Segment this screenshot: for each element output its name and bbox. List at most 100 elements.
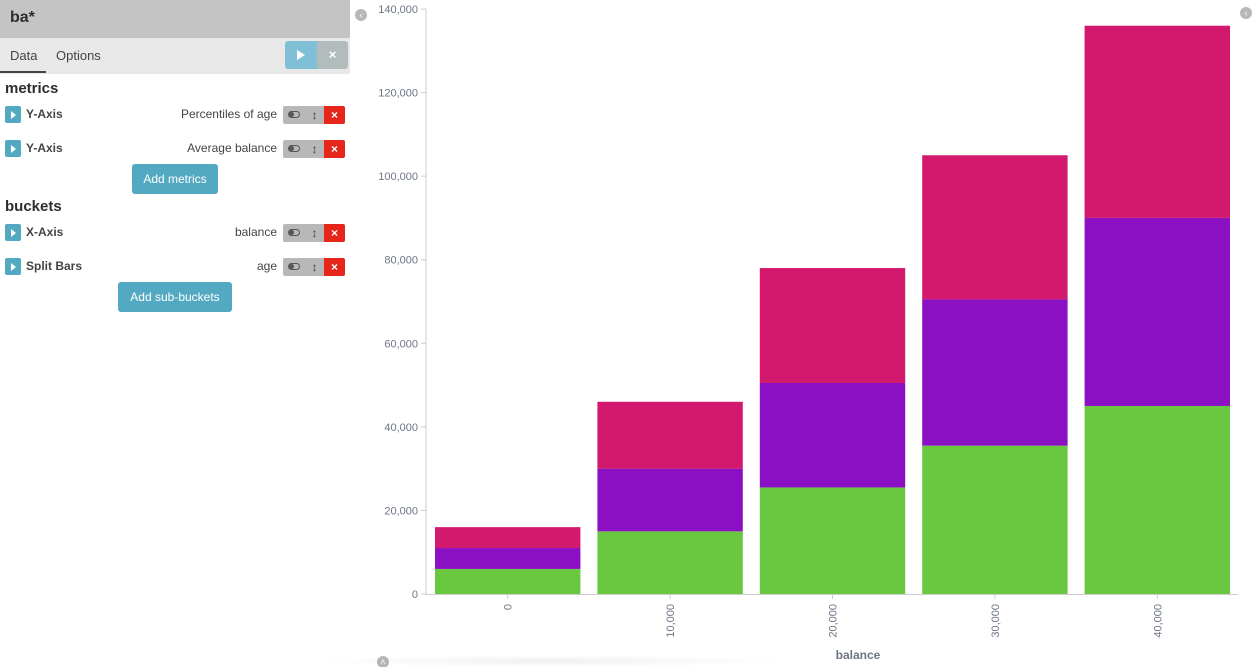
- metric-row: Y-Axis Average balance ↕ ×: [5, 140, 345, 158]
- metric-controls: ↕ ×: [283, 106, 345, 124]
- remove-metric-button[interactable]: ×: [324, 106, 345, 124]
- move-metric-handle[interactable]: ↕: [305, 140, 324, 158]
- y-axis: 0 20,000 40,000 60,000 80,000 100,000 120,000 1…: [378, 4, 427, 601]
- x-tick-label: 0: [503, 604, 515, 610]
- y-tick-label: 80,000: [384, 255, 418, 267]
- expand-metric-button[interactable]: [5, 106, 21, 123]
- arrows-vertical-icon: ↕: [311, 142, 318, 156]
- tab-options[interactable]: Options: [56, 48, 101, 63]
- bar-segment[interactable]: [597, 468, 743, 532]
- toggle-icon: [288, 229, 300, 236]
- toggle-bucket-button[interactable]: [283, 224, 305, 242]
- discard-changes-button[interactable]: ×: [317, 41, 348, 69]
- bar-segment[interactable]: [759, 382, 906, 488]
- bucket-description: balance: [234, 225, 277, 239]
- collapse-chart-icon[interactable]: ‹: [1240, 7, 1252, 19]
- bar-segment[interactable]: [1084, 217, 1230, 406]
- toggle-icon: [288, 145, 300, 152]
- metric-row: Y-Axis Percentiles of age ↕ ×: [5, 106, 345, 124]
- expand-spy-panel-icon[interactable]: ˄: [377, 656, 389, 667]
- toggle-metric-button[interactable]: [283, 106, 305, 124]
- bar-segment[interactable]: [922, 155, 1068, 300]
- apply-changes-button[interactable]: [285, 41, 317, 69]
- bucket-row: X-Axis balance ↕ ×: [5, 224, 345, 242]
- arrows-vertical-icon: ↕: [311, 226, 318, 240]
- close-icon: ×: [328, 47, 337, 62]
- arrows-vertical-icon: ↕: [311, 260, 318, 274]
- bucket-controls: ↕ ×: [283, 224, 345, 242]
- close-icon: ×: [330, 108, 338, 122]
- bucket-controls: ↕ ×: [283, 258, 345, 276]
- toggle-icon: [288, 263, 300, 270]
- bar-segment[interactable]: [435, 548, 581, 569]
- move-bucket-handle[interactable]: ↕: [305, 224, 324, 242]
- collapse-sidebar-icon[interactable]: ‹: [355, 9, 367, 21]
- y-tick-label: 0: [412, 589, 418, 601]
- metric-label: Y-Axis: [26, 107, 63, 121]
- bar-segment[interactable]: [597, 401, 743, 469]
- metric-controls: ↕ ×: [283, 140, 345, 158]
- x-tick-label: 30,000: [990, 604, 1002, 638]
- bucket-label: X-Axis: [26, 225, 64, 239]
- x-axis: 0 10,000 20,000 30,000 40,000: [426, 594, 1238, 638]
- remove-bucket-button[interactable]: ×: [324, 258, 345, 276]
- caret-right-icon: [11, 145, 16, 153]
- close-icon: ×: [330, 142, 338, 156]
- close-icon: ×: [330, 260, 338, 274]
- x-axis-title: balance: [836, 648, 881, 662]
- bar-segment[interactable]: [759, 268, 906, 383]
- caret-right-icon: [11, 111, 16, 119]
- editor-sidebar: ba* Data Options × metrics Y-Axis Percen…: [0, 0, 350, 667]
- move-metric-handle[interactable]: ↕: [305, 106, 324, 124]
- arrows-vertical-icon: ↕: [311, 108, 318, 122]
- remove-bucket-button[interactable]: ×: [324, 224, 345, 242]
- x-tick-label: 40,000: [1152, 604, 1164, 638]
- y-tick-label: 120,000: [378, 88, 418, 100]
- remove-metric-button[interactable]: ×: [324, 140, 345, 158]
- spy-panel-shadow: [310, 655, 790, 667]
- toggle-bucket-button[interactable]: [283, 258, 305, 276]
- move-bucket-handle[interactable]: ↕: [305, 258, 324, 276]
- bucket-label: Split Bars: [26, 259, 83, 273]
- chart-bars: [435, 25, 1230, 594]
- bar-segment[interactable]: [1084, 25, 1230, 218]
- bar-segment[interactable]: [1084, 405, 1230, 594]
- active-tab-indicator: [0, 71, 46, 73]
- bucket-description: age: [256, 259, 277, 273]
- x-tick-label: 20,000: [828, 604, 840, 638]
- bar-segment[interactable]: [922, 299, 1068, 446]
- bar-segment[interactable]: [597, 531, 743, 594]
- bucket-row: Split Bars age ↕ ×: [5, 258, 345, 276]
- buckets-section-title: buckets: [5, 198, 62, 215]
- sidebar-tabs: Data Options ×: [0, 38, 350, 74]
- caret-right-icon: [11, 229, 16, 237]
- bar-segment[interactable]: [759, 487, 906, 594]
- y-tick-label: 140,000: [378, 4, 418, 16]
- x-tick-label: 10,000: [665, 604, 677, 638]
- metrics-section-title: metrics: [5, 80, 59, 97]
- metric-label: Y-Axis: [26, 141, 63, 155]
- y-tick-label: 60,000: [384, 338, 418, 350]
- play-icon: [297, 50, 305, 60]
- toggle-icon: [288, 111, 300, 118]
- sidebar-header: ba*: [0, 0, 350, 38]
- expand-bucket-button[interactable]: [5, 258, 21, 275]
- add-metrics-button[interactable]: Add metrics: [132, 164, 218, 194]
- y-tick-label: 20,000: [384, 505, 418, 517]
- expand-metric-button[interactable]: [5, 140, 21, 157]
- bar-segment[interactable]: [922, 445, 1068, 594]
- bar-segment[interactable]: [435, 527, 581, 549]
- expand-bucket-button[interactable]: [5, 224, 21, 241]
- tab-data[interactable]: Data: [10, 48, 38, 63]
- y-tick-label: 100,000: [378, 171, 418, 183]
- y-tick-label: 40,000: [384, 422, 418, 434]
- metric-description: Average balance: [187, 141, 277, 155]
- toggle-metric-button[interactable]: [283, 140, 305, 158]
- metric-description: Percentiles of age: [180, 107, 277, 121]
- caret-right-icon: [11, 263, 16, 271]
- close-icon: ×: [330, 226, 338, 240]
- add-sub-buckets-button[interactable]: Add sub-buckets: [118, 282, 232, 312]
- bar-segment[interactable]: [435, 568, 581, 594]
- index-pattern-title: ba*: [10, 9, 35, 26]
